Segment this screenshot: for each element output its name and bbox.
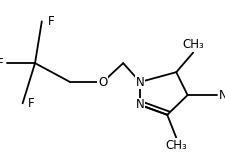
- Text: O: O: [98, 75, 107, 89]
- Text: N: N: [135, 75, 144, 89]
- Text: N: N: [135, 98, 144, 112]
- Text: CH₃: CH₃: [182, 38, 203, 51]
- Text: F: F: [47, 15, 54, 28]
- Text: NH₂: NH₂: [218, 89, 225, 102]
- Text: CH₃: CH₃: [165, 139, 186, 152]
- Text: F: F: [0, 57, 3, 70]
- Text: F: F: [28, 97, 35, 110]
